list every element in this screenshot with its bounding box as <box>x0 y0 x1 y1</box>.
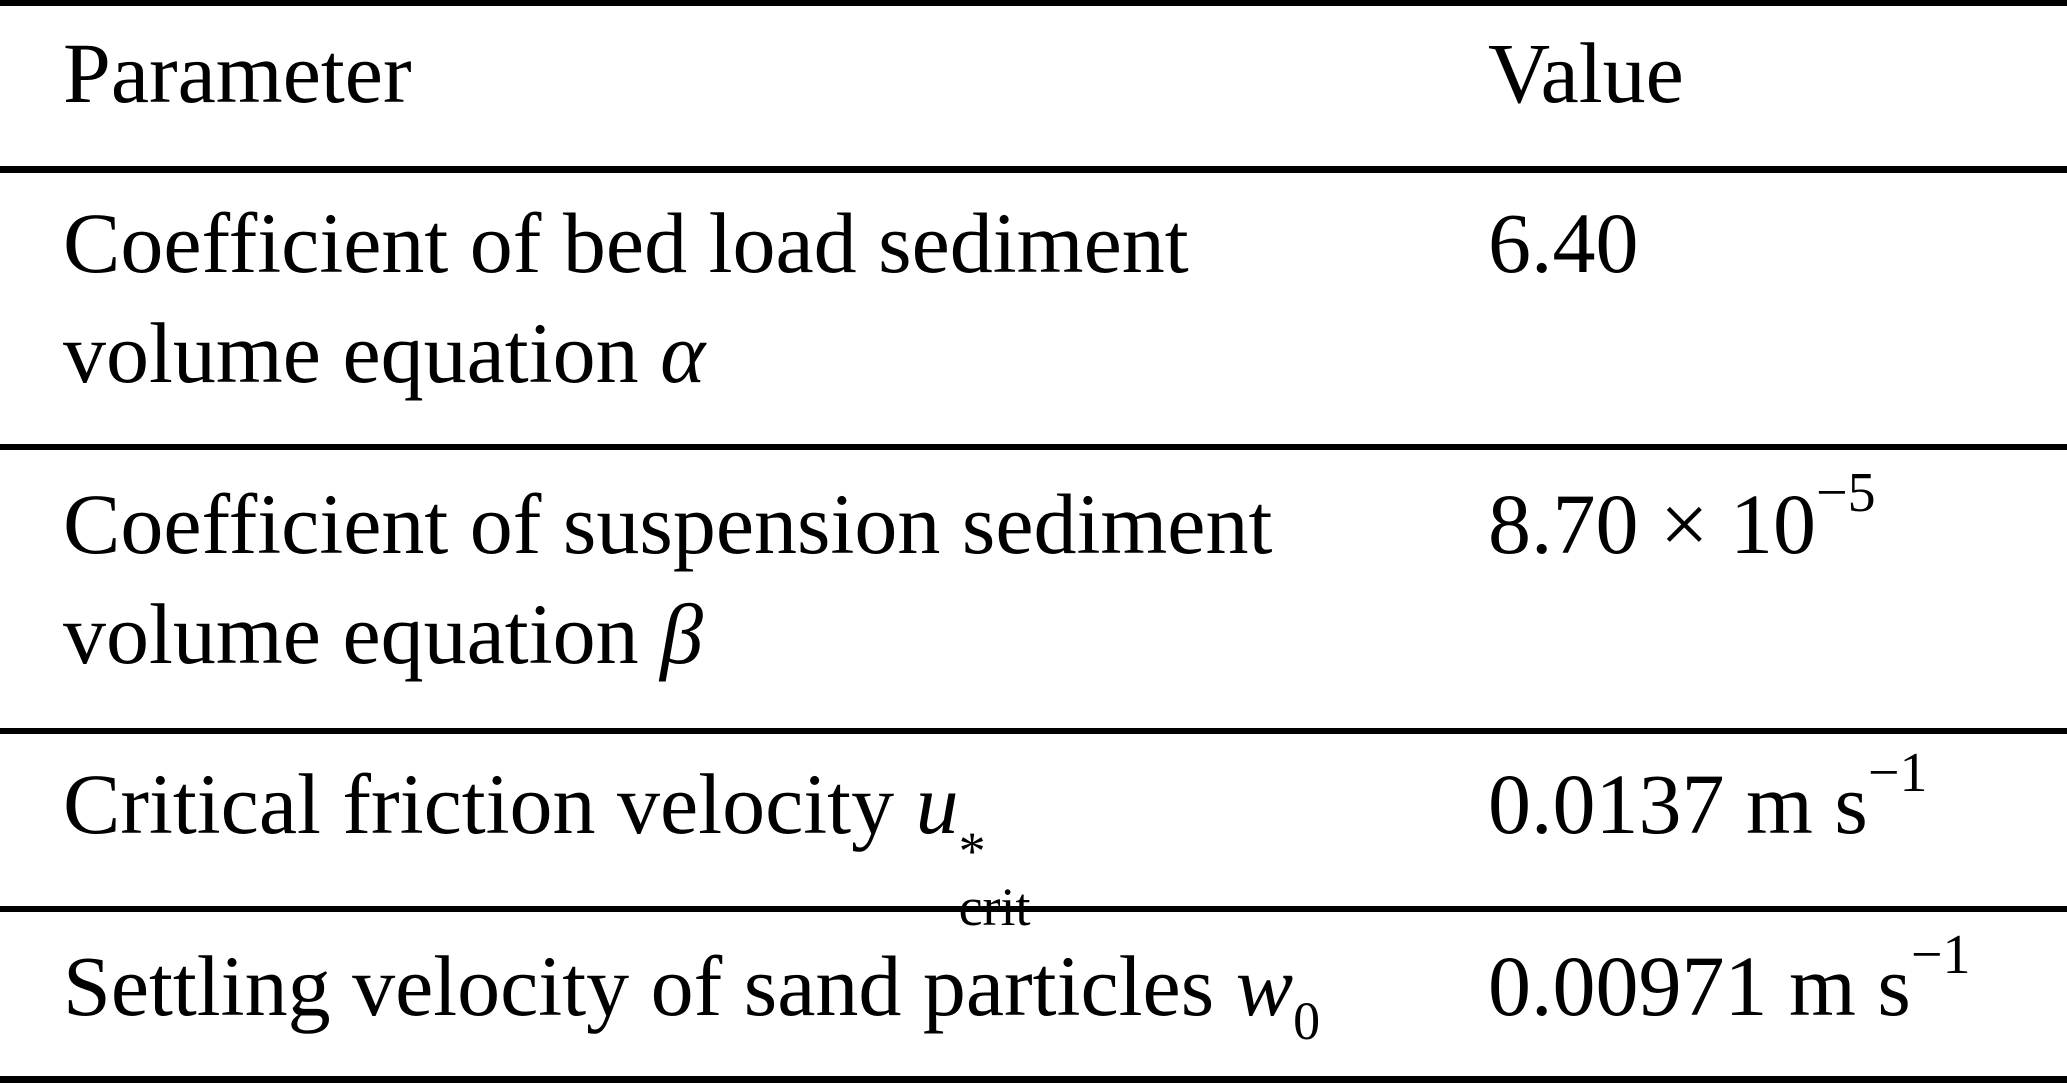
header-value: Value <box>1488 25 1684 121</box>
value-number: 6.40 <box>1488 195 1639 291</box>
param-text-line2: volume equation α <box>63 298 1189 408</box>
u-symbol: u <box>915 756 959 852</box>
param-text-line1: Coefficient of suspension sediment <box>63 476 1273 572</box>
param-cell: Critical friction velocity u * crit <box>63 749 1031 935</box>
unit-exponent: −1 <box>1910 924 1971 986</box>
asterisk-superscript: * <box>958 821 986 881</box>
value-mantissa: 8.70 × 10 <box>1488 476 1817 572</box>
unit-exponent: −1 <box>1867 742 1928 804</box>
beta-symbol: β <box>660 586 703 682</box>
table-row: Coefficient of suspension sediment volum… <box>0 450 2067 734</box>
table-header-row: Parameter Value <box>0 6 2067 173</box>
alpha-symbol: α <box>660 305 706 401</box>
value-cell: 6.40 <box>1488 188 1639 298</box>
table-row: Critical friction velocity u * crit 0.0137… <box>0 734 2067 935</box>
param-text: volume equation <box>63 305 661 401</box>
header-parameter: Parameter <box>63 25 412 121</box>
value-cell: 0.0137 m s−1 <box>1488 745 1927 859</box>
value-cell: 8.70 × 10−5 <box>1488 465 1876 579</box>
u-crit-supsub: * crit <box>959 823 1031 935</box>
value-number-unit: 0.00971 m s <box>1488 938 1911 1034</box>
param-cell: Coefficient of bed load sediment volume … <box>63 188 1189 408</box>
param-text: volume equation <box>63 586 661 682</box>
param-cell: Settling velocity of sand particles w0 <box>63 931 1320 1048</box>
w-symbol: w <box>1235 938 1294 1034</box>
param-text-line1: Coefficient of bed load sediment <box>63 195 1189 291</box>
value-exponent: −5 <box>1816 462 1876 524</box>
param-text: Critical friction velocity <box>63 756 916 852</box>
value-cell: 0.00971 m s−1 <box>1488 927 1970 1041</box>
param-cell: Coefficient of suspension sediment volum… <box>63 469 1272 689</box>
zero-subscript: 0 <box>1293 991 1321 1051</box>
table-row: Coefficient of bed load sediment volume … <box>0 173 2067 450</box>
param-text-line2: volume equation β <box>63 579 1272 689</box>
param-text: Settling velocity of sand particles <box>63 938 1236 1034</box>
value-number-unit: 0.0137 m s <box>1488 756 1868 852</box>
crit-subscript: crit <box>958 877 1031 937</box>
table-row: Settling velocity of sand particles w0 0… <box>0 912 2067 1076</box>
